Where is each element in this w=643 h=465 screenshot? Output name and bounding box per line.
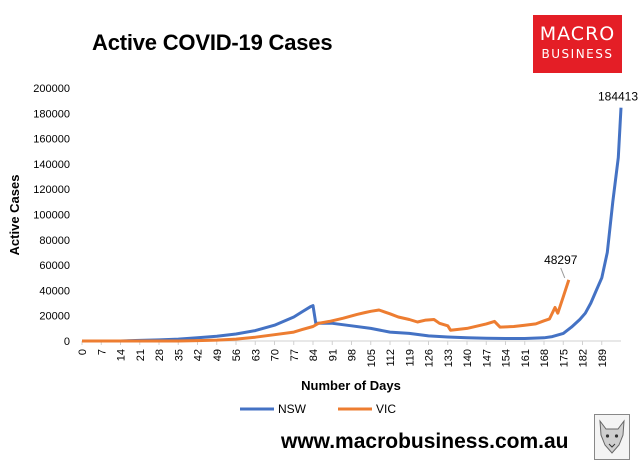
y-tick-label: 40000	[39, 285, 70, 297]
x-tick-label: 98	[347, 349, 359, 361]
macro-business-logo: MACRO BUSINESS	[533, 15, 622, 73]
x-tick-label: 161	[520, 349, 532, 367]
series-line-nsw	[82, 107, 623, 343]
y-tick-label: 160000	[33, 134, 70, 146]
x-tick-label: 28	[154, 349, 166, 361]
x-tick-label: 133	[443, 349, 455, 367]
x-tick-label: 42	[193, 349, 205, 361]
vic-end-label: 48297	[544, 253, 578, 267]
y-tick-label: 100000	[33, 210, 70, 222]
y-tick-label: 80000	[39, 235, 70, 247]
x-tick-label: 126	[424, 349, 436, 367]
x-axis: 0 7 14 21 28 35 42 49 56 63 70 77 84 91 98 105 112 119 126…	[77, 341, 609, 367]
series-layer	[82, 107, 623, 343]
x-tick-label: 105	[366, 349, 378, 367]
x-tick-label: 35	[173, 349, 185, 361]
y-tick-label: 180000	[33, 108, 70, 120]
y-tick-label: 0	[64, 336, 70, 348]
x-tick-label: 56	[231, 349, 243, 361]
legend: NSW VIC	[240, 402, 396, 416]
website-url: www.macrobusiness.com.au	[281, 430, 569, 453]
x-tick-label: 63	[250, 349, 262, 361]
x-tick-label: 21	[135, 349, 147, 361]
y-axis: 0 20000 40000 60000 80000 100000 120000 140000 1…	[33, 83, 70, 348]
data-labels: 184413 48297	[544, 90, 638, 279]
x-axis-label: Number of Days	[301, 378, 401, 393]
x-tick-label: 0	[77, 349, 89, 355]
nsw-end-label: 184413	[598, 90, 638, 104]
x-tick-label: 182	[578, 349, 590, 367]
x-tick-label: 189	[597, 349, 609, 367]
x-tick-label: 77	[289, 349, 301, 361]
x-tick-label: 119	[404, 349, 416, 367]
x-tick-label: 7	[96, 349, 108, 355]
wolf-head-icon	[594, 414, 630, 460]
y-tick-label: 140000	[33, 159, 70, 171]
y-tick-label: 20000	[39, 311, 70, 323]
legend-label-vic: VIC	[376, 402, 396, 416]
x-tick-label: 175	[558, 349, 570, 367]
x-tick-label: 91	[327, 349, 339, 361]
x-tick-label: 112	[385, 349, 397, 367]
x-tick-label: 154	[501, 349, 513, 367]
x-tick-label: 70	[270, 349, 282, 361]
x-tick-label: 168	[539, 349, 551, 367]
chart-title: Active COVID-19 Cases	[92, 30, 333, 55]
logo-line1: MACRO	[539, 23, 616, 45]
x-tick-label: 49	[212, 349, 224, 361]
legend-label-nsw: NSW	[278, 402, 307, 416]
y-axis-label: Active Cases	[7, 175, 22, 256]
label-leader	[560, 267, 566, 279]
x-tick-label: 84	[308, 349, 320, 361]
y-tick-label: 60000	[39, 260, 70, 272]
x-tick-label: 147	[481, 349, 493, 367]
series-line-vic	[82, 279, 571, 343]
y-tick-label: 120000	[33, 184, 70, 196]
x-tick-label: 140	[462, 349, 474, 367]
y-tick-label: 200000	[33, 83, 70, 95]
logo-line2: BUSINESS	[541, 47, 614, 61]
x-tick-label: 14	[116, 349, 128, 361]
plot-area	[82, 88, 621, 341]
